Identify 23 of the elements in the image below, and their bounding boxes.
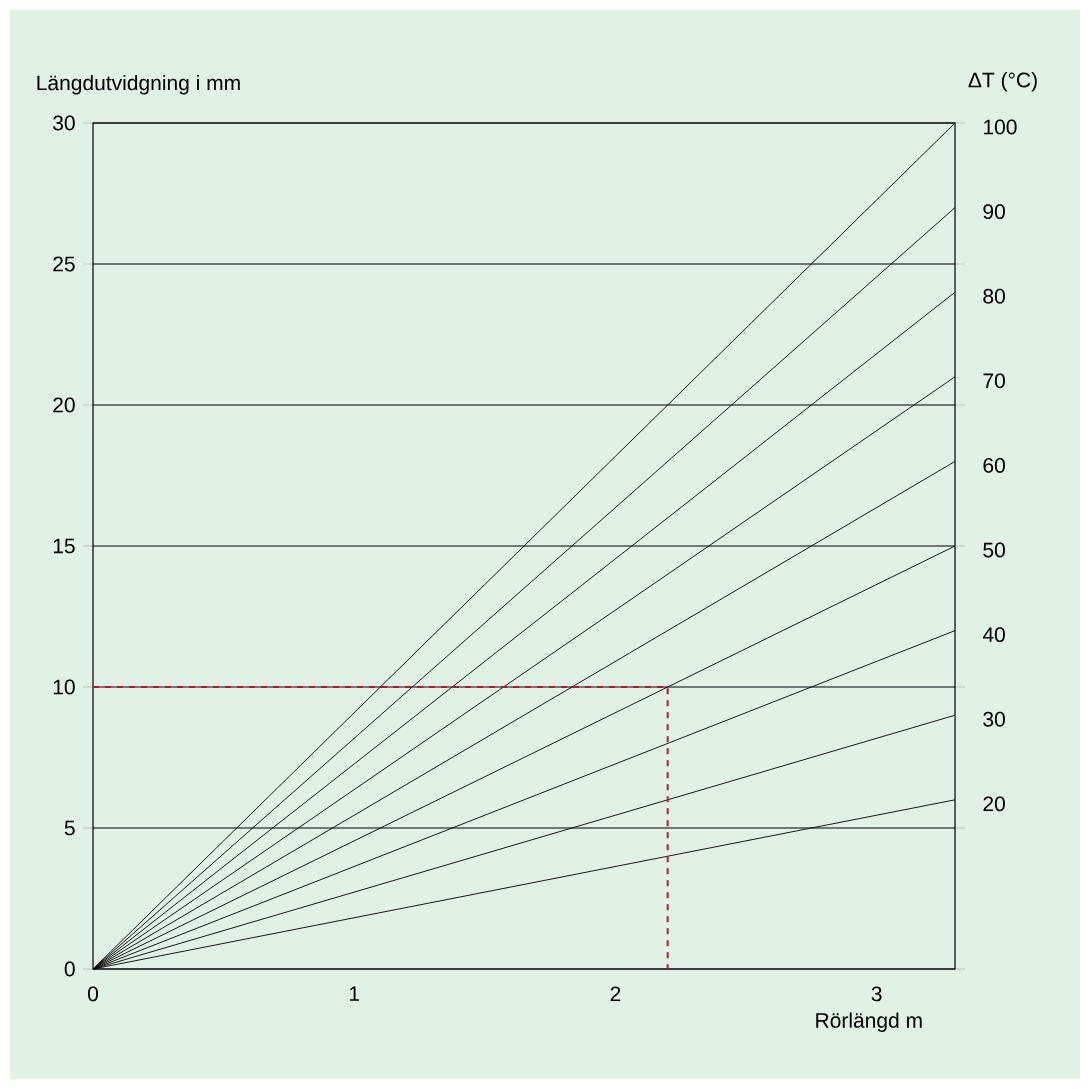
y-tick-label: 10: [53, 679, 75, 695]
series-label: 100: [984, 119, 1017, 135]
y-tick-label: 25: [53, 256, 75, 272]
series-label: 80: [983, 288, 1005, 304]
x-tick-label: 1: [349, 986, 360, 1001]
y2-axis-title: ΔT (°C): [968, 72, 1037, 92]
y-tick-label: 20: [53, 397, 75, 413]
series-label: 40: [982, 627, 1005, 643]
series-label: 20: [983, 796, 1005, 812]
x-tick-label: 2: [610, 986, 621, 1002]
series-label: 90: [983, 204, 1005, 220]
x-tick-label: 0: [87, 986, 99, 1002]
y-tick-label: 5: [64, 820, 75, 836]
series-label: 50: [983, 542, 1005, 558]
y-tick-label: 0: [64, 961, 75, 977]
series-label: 70: [983, 373, 1005, 389]
x-tick-label: 3: [871, 986, 882, 1002]
y-axis-title: Längdutvidgning i mm: [37, 74, 240, 95]
y-tick-label: 15: [53, 538, 75, 554]
series-label: 30: [983, 711, 1005, 727]
series-label: 60: [983, 457, 1005, 473]
x-axis-title: Rörlängd m: [816, 1012, 922, 1032]
y-tick-label: 30: [53, 115, 75, 131]
